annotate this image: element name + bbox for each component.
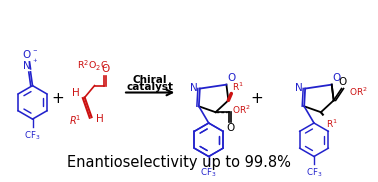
Text: CF$_3$: CF$_3$ — [306, 167, 322, 179]
Text: +: + — [52, 91, 65, 106]
Text: O: O — [333, 73, 341, 83]
Text: OR$^2$: OR$^2$ — [349, 85, 368, 98]
Text: catalyst: catalyst — [127, 82, 174, 92]
Text: H: H — [96, 114, 103, 124]
Text: O: O — [338, 77, 347, 87]
Text: O: O — [228, 73, 235, 83]
Text: N: N — [296, 83, 303, 93]
Text: CF$_3$: CF$_3$ — [24, 129, 41, 142]
Text: R$^1$: R$^1$ — [326, 117, 338, 130]
Text: R$^2$O$_2$C: R$^2$O$_2$C — [77, 59, 108, 73]
Text: +: + — [251, 91, 263, 106]
Text: O: O — [101, 64, 110, 74]
Text: $^-$: $^-$ — [31, 47, 38, 56]
Text: R$^1$: R$^1$ — [232, 80, 244, 92]
Text: R$^1$: R$^1$ — [69, 113, 82, 127]
Text: O: O — [22, 50, 31, 60]
Text: CF$_3$: CF$_3$ — [200, 167, 217, 179]
Text: $^+$: $^+$ — [31, 58, 38, 67]
Text: H: H — [72, 88, 80, 98]
Text: N: N — [190, 83, 198, 93]
Text: O: O — [226, 123, 234, 133]
Text: Enantioselectivity up to 99.8%: Enantioselectivity up to 99.8% — [67, 155, 291, 170]
Text: Chiral: Chiral — [133, 75, 167, 85]
Text: N: N — [23, 61, 31, 71]
Text: OR$^2$: OR$^2$ — [232, 104, 251, 116]
